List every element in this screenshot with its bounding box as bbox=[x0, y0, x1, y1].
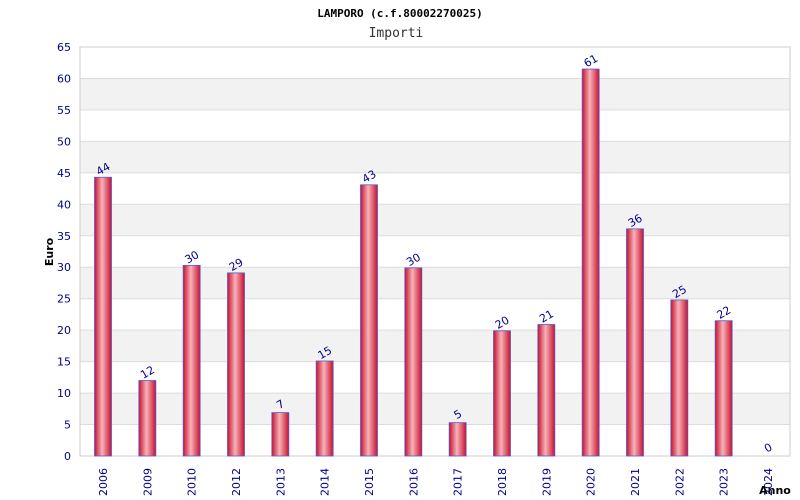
grid-band bbox=[80, 78, 790, 110]
y-tick-label: 25 bbox=[57, 293, 71, 306]
x-tick-label-2010: 2010 bbox=[186, 468, 199, 496]
x-tick-label-2019: 2019 bbox=[540, 468, 553, 496]
x-tick-label-2015: 2015 bbox=[363, 468, 376, 496]
x-tick-label-2014: 2014 bbox=[319, 468, 332, 496]
x-tick-label-2009: 2009 bbox=[141, 468, 154, 496]
bar-2022 bbox=[670, 299, 689, 457]
data-label-2012: 29 bbox=[227, 256, 246, 274]
data-label-2022: 25 bbox=[670, 283, 689, 301]
x-tick-label-2021: 2021 bbox=[629, 468, 642, 496]
chart-title: LAMPORO (c.f.80002270025) bbox=[317, 7, 483, 20]
bar-2018 bbox=[493, 330, 511, 457]
x-tick-label-2024: 2024 bbox=[762, 468, 775, 496]
y-tick-label: 10 bbox=[57, 387, 71, 400]
y-tick-label: 60 bbox=[57, 72, 71, 85]
y-tick-label: 50 bbox=[57, 135, 71, 148]
grid-band bbox=[80, 204, 790, 236]
plot-frame bbox=[79, 46, 791, 457]
bars bbox=[94, 68, 733, 457]
data-label-2015: 43 bbox=[360, 168, 379, 186]
data-label-2018: 20 bbox=[493, 314, 512, 332]
bar-2021 bbox=[626, 228, 644, 457]
x-tick-label-2016: 2016 bbox=[407, 468, 420, 496]
bar-2019 bbox=[537, 324, 556, 457]
grid-band bbox=[80, 141, 790, 173]
x-tick-label-2006: 2006 bbox=[97, 468, 110, 496]
y-axis-label: Euro bbox=[43, 237, 56, 266]
x-tick-label-2017: 2017 bbox=[452, 468, 465, 496]
x-tick-label-2018: 2018 bbox=[496, 468, 509, 496]
data-label-2024: 0 bbox=[762, 441, 775, 456]
x-tick-label-2023: 2023 bbox=[718, 468, 731, 496]
y-tick-label: 45 bbox=[57, 167, 71, 180]
bar-2020 bbox=[581, 68, 600, 457]
bar-2015 bbox=[360, 184, 378, 457]
bar-2010 bbox=[182, 264, 201, 457]
y-tick-label: 30 bbox=[57, 261, 71, 274]
x-tick-label-2022: 2022 bbox=[673, 468, 686, 496]
bar-2012 bbox=[227, 272, 245, 457]
data-label-2006: 44 bbox=[94, 160, 113, 178]
x-tick-label-2020: 2020 bbox=[585, 468, 598, 496]
y-tick-label: 0 bbox=[64, 450, 71, 463]
chart-subtitle: Importi bbox=[369, 26, 424, 41]
x-tick-label-2013: 2013 bbox=[274, 468, 287, 496]
bar-2023 bbox=[714, 320, 733, 457]
bar-2016 bbox=[404, 267, 423, 457]
bar-2006 bbox=[94, 176, 112, 457]
y-tick-label: 5 bbox=[64, 419, 71, 432]
y-tick-label: 55 bbox=[57, 104, 71, 117]
y-tick-label: 20 bbox=[57, 324, 71, 337]
y-tick-label: 35 bbox=[57, 230, 71, 243]
y-tick-label: 40 bbox=[57, 198, 71, 211]
data-label-2019: 21 bbox=[537, 307, 556, 325]
data-label-2020: 61 bbox=[582, 52, 601, 70]
y-axis-ticks: 0 5 10 15 20 25 30 35 40 45 50 55 60 65 bbox=[57, 41, 71, 463]
data-label-2010: 30 bbox=[183, 248, 202, 266]
data-label-2016: 30 bbox=[404, 251, 423, 269]
x-axis-label: Anno bbox=[759, 484, 791, 497]
bar-2014 bbox=[315, 360, 334, 457]
data-label-2023: 22 bbox=[715, 304, 734, 322]
bar-2017 bbox=[448, 422, 467, 457]
data-label-2014: 15 bbox=[316, 344, 335, 362]
x-axis-ticks: 2006 2009 2010 2012 2013 2014 2015 2016 2017 2018… bbox=[97, 468, 775, 496]
y-tick-label: 65 bbox=[57, 41, 71, 54]
bar-2013 bbox=[271, 412, 290, 457]
data-label-2021: 36 bbox=[626, 212, 645, 230]
data-label-2009: 12 bbox=[138, 363, 157, 381]
y-tick-label: 15 bbox=[57, 356, 71, 369]
bar-2009 bbox=[138, 380, 157, 457]
x-tick-label-2012: 2012 bbox=[230, 468, 243, 496]
